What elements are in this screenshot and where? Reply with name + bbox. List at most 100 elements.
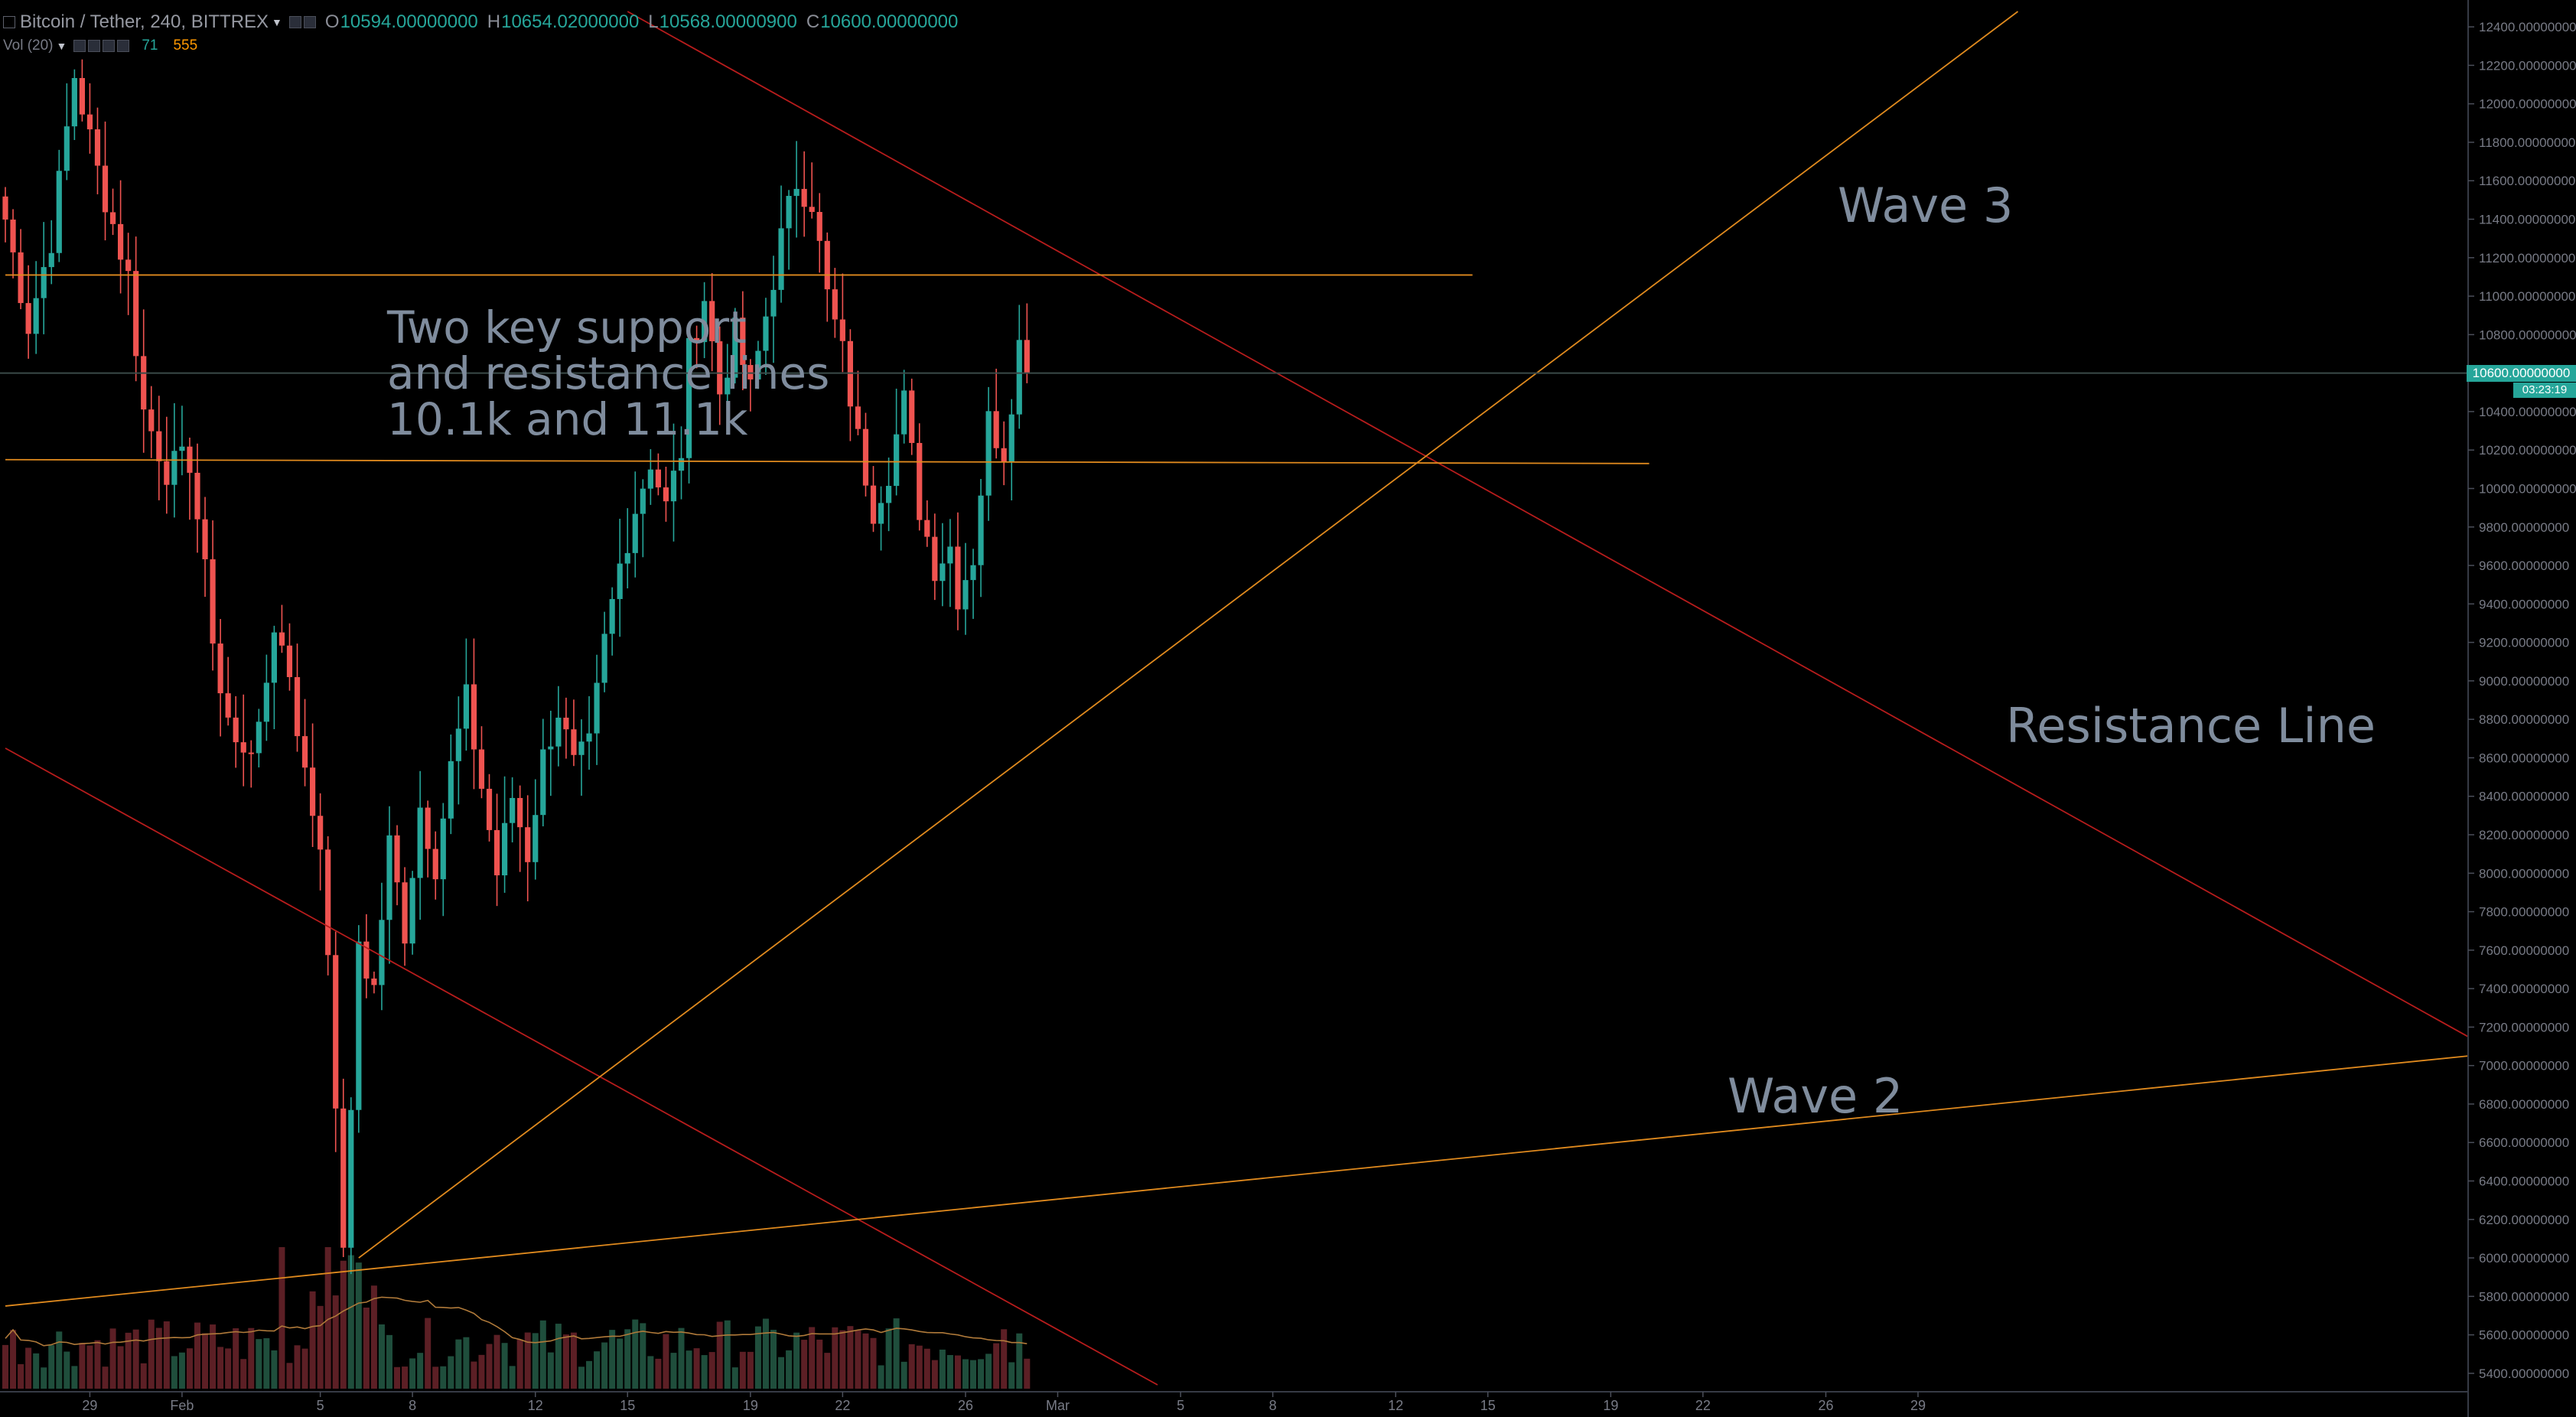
volume-bar — [402, 1367, 409, 1389]
candle-body — [371, 978, 377, 985]
candle-body — [578, 741, 585, 755]
candle-body — [194, 472, 200, 520]
support-resistance-annotation[interactable]: Two key support and resistance lines 10.… — [387, 305, 829, 442]
volume-bar — [463, 1337, 470, 1389]
time-tick-label: 19 — [1603, 1398, 1618, 1413]
volume-settings-icon[interactable] — [88, 40, 101, 52]
chevron-down-icon[interactable]: ▼ — [272, 16, 282, 28]
trend-line[interactable] — [5, 748, 1158, 1386]
candle-body — [725, 377, 731, 395]
volume-bar — [816, 1339, 823, 1389]
candle-body — [94, 129, 101, 166]
volume-bar — [56, 1331, 63, 1389]
candle-body — [340, 1108, 347, 1248]
candle-body — [432, 849, 438, 880]
price-tick-label: 10200.00000000 — [2479, 443, 2576, 458]
volume-bar — [617, 1338, 624, 1389]
price-tick-label: 9200.00000000 — [2479, 636, 2569, 650]
symbol-title[interactable]: Bitcoin / Tether, 240, BITTREX — [20, 11, 269, 32]
volume-bar — [210, 1324, 217, 1389]
low-value: 10568.00000900 — [659, 11, 797, 32]
price-tick-label: 10400.00000000 — [2479, 405, 2576, 419]
settings-icon[interactable] — [303, 16, 316, 28]
trend-lines[interactable] — [5, 11, 2469, 1386]
volume-bar — [747, 1351, 754, 1389]
candle-body — [286, 645, 293, 677]
candle-body — [824, 240, 830, 290]
time-tick-label: 22 — [1695, 1398, 1711, 1413]
close-value: 10600.00000000 — [820, 11, 959, 32]
resistance-line-annotation[interactable]: Resistance Line — [2006, 698, 2376, 754]
candle-body — [978, 495, 984, 565]
volume-bar — [701, 1355, 708, 1389]
volume-label[interactable]: Vol (20) — [3, 37, 54, 54]
hide-icon[interactable] — [288, 16, 301, 28]
volume-bar — [363, 1307, 370, 1389]
volume-bar — [171, 1356, 177, 1389]
price-tick-label: 8800.00000000 — [2479, 712, 2569, 727]
volume-bar — [355, 1262, 362, 1389]
time-tick-label: Mar — [1046, 1398, 1070, 1413]
volume-bar — [132, 1329, 139, 1389]
candle-body — [486, 788, 493, 830]
time-tick-label: 5 — [1177, 1398, 1184, 1413]
price-tick-label: 6800.00000000 — [2479, 1097, 2569, 1112]
candle-body — [970, 565, 976, 581]
trend-line[interactable] — [627, 11, 2469, 1038]
volume-bar — [240, 1359, 247, 1389]
volume-bar — [163, 1321, 170, 1389]
candle-body — [740, 318, 746, 366]
volume-bar — [317, 1305, 324, 1389]
volume-add-icon[interactable] — [103, 40, 116, 52]
trend-line[interactable] — [5, 1055, 2469, 1307]
volume-ma-value: 555 — [173, 37, 198, 54]
candle-body — [655, 469, 661, 488]
price-axis[interactable]: 12400.00000000 12200.00000000 12000.000000… — [2468, 20, 2576, 1381]
volume-bar — [985, 1353, 992, 1389]
candle-body — [79, 77, 85, 115]
volume-ma-line — [5, 1296, 1027, 1347]
volume-hide-icon[interactable] — [73, 40, 86, 52]
open-label: O — [324, 11, 340, 32]
wave3-annotation[interactable]: Wave 3 — [1838, 178, 2014, 233]
candle-body — [379, 920, 385, 985]
volume-bar — [25, 1347, 32, 1389]
price-tick-label: 10800.00000000 — [2479, 327, 2576, 342]
volume-chevron-icon[interactable]: ▼ — [56, 40, 67, 52]
volume-bar — [686, 1350, 692, 1389]
volume-bar — [754, 1326, 761, 1389]
volume-bar — [954, 1355, 961, 1389]
price-tick-label: 12200.00000000 — [2479, 58, 2576, 73]
volume-bar — [923, 1348, 930, 1389]
volume-bar — [347, 1255, 354, 1389]
candle-body — [363, 941, 370, 979]
price-tick-label: 9000.00000000 — [2479, 674, 2569, 689]
volume-bar — [601, 1342, 608, 1389]
candle-body — [601, 634, 607, 683]
volume-bar — [178, 1352, 185, 1389]
candle-body — [640, 488, 646, 514]
price-tick-label: 7200.00000000 — [2479, 1020, 2569, 1034]
price-tick-label: 11600.00000000 — [2479, 174, 2575, 188]
volume-remove-icon[interactable] — [117, 40, 130, 52]
volume-bar — [378, 1324, 385, 1389]
wave2-annotation[interactable]: Wave 2 — [1728, 1068, 1904, 1124]
candle-body — [894, 434, 900, 487]
trend-line[interactable] — [358, 11, 2019, 1259]
volume-pane — [2, 1247, 1031, 1389]
price-axis-background[interactable] — [2468, 0, 2576, 1417]
volume-bar — [271, 1350, 278, 1389]
time-axis[interactable]: 29 Feb 5 8 12 15 19 22 26 Mar 5 8 12 15 19 22 26 29 — [82, 1392, 1926, 1413]
candle-body — [816, 212, 822, 241]
volume-bar — [486, 1344, 493, 1389]
volume-bar — [432, 1367, 439, 1389]
volume-bar — [640, 1323, 646, 1389]
volume-bar — [885, 1328, 892, 1389]
price-tick-label: 6600.00000000 — [2479, 1135, 2569, 1150]
collapse-icon[interactable] — [3, 16, 15, 28]
trend-line[interactable] — [5, 458, 1649, 464]
volume-bar — [186, 1348, 193, 1389]
volume-bar — [893, 1318, 900, 1389]
